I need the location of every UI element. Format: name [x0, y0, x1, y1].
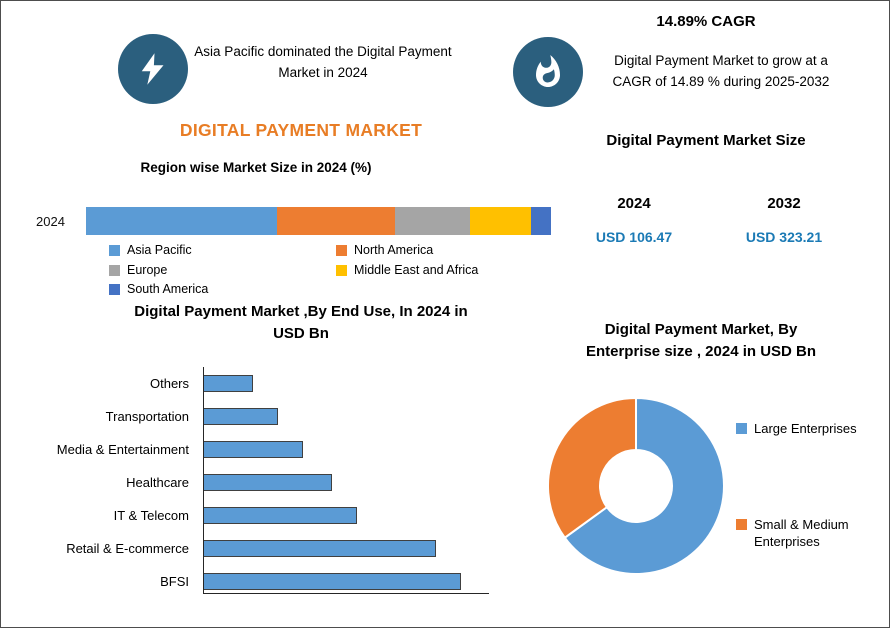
legend-swatch-europe: [109, 264, 120, 276]
end-use-row-media-entertainment: Media & Entertainment: [21, 433, 556, 466]
legend-swatch-north-america: [336, 245, 347, 256]
legend-swatch-middle-east-and-africa: [336, 264, 347, 276]
end-use-bar-media-entertainment: [203, 441, 303, 458]
right-callout-text: Digital Payment Market to grow at a CAGR…: [612, 53, 830, 89]
legend-label: South America: [127, 282, 209, 297]
end-use-label-transportation: Transportation: [105, 409, 189, 424]
legend-label: Middle East and Africa: [354, 262, 479, 277]
end-use-label-retail-e-commerce: Retail & E-commerce: [66, 541, 189, 556]
enterprise-legend: Large Enterprises Small & Medium Enterpri…: [736, 421, 871, 550]
flame-icon: [536, 55, 560, 87]
end-use-track: [203, 441, 556, 458]
legend-label: Asia Pacific: [127, 243, 192, 257]
end-use-label-others: Others: [149, 376, 189, 391]
end-use-track: [203, 408, 556, 425]
enterprise-chart-title: Digital Payment Market, By Enterprise si…: [585, 321, 817, 360]
legend-item-south-america: South America: [109, 282, 336, 298]
donut-slice-small-medium-enterprises: [547, 396, 637, 540]
end-use-label-media-entertainment: Media & Entertainment: [56, 442, 189, 457]
end-use-row-bfsi: BFSI: [21, 565, 556, 598]
end-use-track: [203, 507, 556, 524]
legend-label: Large Enterprises: [754, 421, 857, 436]
market-size-years: 2024 2032: [559, 195, 859, 212]
region-segment-asia-pacific: [86, 207, 277, 235]
page-title: DIGITAL PAYMENT MARKET: [179, 120, 423, 140]
flame-badge: [513, 37, 583, 107]
end-use-label-it-telecom: IT & Telecom: [113, 508, 189, 523]
end-use-label-healthcare: Healthcare: [126, 475, 189, 490]
region-stacked-bar: [86, 207, 551, 235]
legend-label: Small & Medium Enterprises: [754, 517, 849, 549]
end-use-bar-bfsi: [203, 573, 461, 590]
end-use-rows: Others Transportation Media & Entertainmen…: [21, 367, 556, 598]
market-size-year-2032: 2032: [767, 195, 801, 212]
end-use-track: [203, 573, 556, 590]
legend-item-large-enterprises: Large Enterprises: [736, 421, 871, 437]
legend-swatch-large-enterprises: [736, 423, 747, 434]
end-use-track: [203, 540, 556, 557]
legend-label: North America: [354, 243, 434, 257]
market-size-title: Digital Payment Market Size: [606, 132, 806, 149]
end-use-chart-title: Digital Payment Market ,By End Use, In 2…: [134, 303, 468, 342]
lightning-badge: [118, 34, 188, 104]
end-use-bar-others: [203, 375, 253, 392]
end-use-track: [203, 375, 556, 392]
left-callout-text: Asia Pacific dominated the Digital Payme…: [194, 44, 452, 80]
market-size-value-2024: USD 106.47: [595, 229, 673, 245]
region-segment-middle-east-and-africa: [469, 207, 532, 235]
market-size-year-2024: 2024: [617, 195, 651, 212]
legend-item-asia-pacific: Asia Pacific: [109, 243, 336, 259]
end-use-row-healthcare: Healthcare: [21, 466, 556, 499]
legend-item-small-medium-enterprises: Small & Medium Enterprises: [736, 517, 871, 550]
end-use-bar-chart: Others Transportation Media & Entertainmen…: [21, 367, 556, 598]
end-use-bar-healthcare: [203, 474, 332, 491]
donut-slice-large-enterprises: [563, 396, 725, 575]
region-segment-north-america: [276, 207, 396, 235]
end-use-x-axis: [203, 593, 489, 594]
legend-swatch-south-america: [109, 284, 120, 296]
region-bar-year-label: 2024: [36, 213, 65, 229]
market-size-values: USD 106.47 USD 323.21: [559, 229, 859, 245]
end-use-bar-transportation: [203, 408, 278, 425]
region-segment-south-america: [531, 207, 551, 235]
end-use-row-retail-e-commerce: Retail & E-commerce: [21, 532, 556, 565]
legend-label: Europe: [127, 262, 168, 277]
end-use-label-bfsi: BFSI: [160, 574, 189, 589]
end-use-row-transportation: Transportation: [21, 400, 556, 433]
legend-swatch-small-medium-enterprises: [736, 519, 747, 531]
end-use-bar-it-telecom: [203, 507, 357, 524]
end-use-row-others: Others: [21, 367, 556, 400]
region-chart-title: Region wise Market Size in 2024 (%): [140, 160, 372, 175]
market-size-value-2032: USD 323.21: [745, 229, 823, 245]
region-stacked-bar-chart: 2024: [36, 207, 551, 235]
legend-item-middle-east-and-africa: Middle East and Africa: [336, 263, 579, 279]
end-use-bar-retail-e-commerce: [203, 540, 436, 557]
legend-item-north-america: North America: [336, 243, 579, 259]
enterprise-donut-chart: [547, 396, 725, 575]
region-legend: Asia Pacific North America Europe Middle Ea…: [109, 243, 579, 298]
cagr-title: 14.89% CAGR: [656, 13, 756, 30]
end-use-track: [203, 474, 556, 491]
lightning-icon: [141, 53, 164, 85]
end-use-y-axis: [203, 367, 204, 593]
legend-item-europe: Europe: [109, 263, 336, 279]
end-use-row-it-telecom: IT & Telecom: [21, 499, 556, 532]
legend-swatch-asia-pacific: [109, 245, 120, 256]
region-segment-europe: [395, 207, 470, 235]
